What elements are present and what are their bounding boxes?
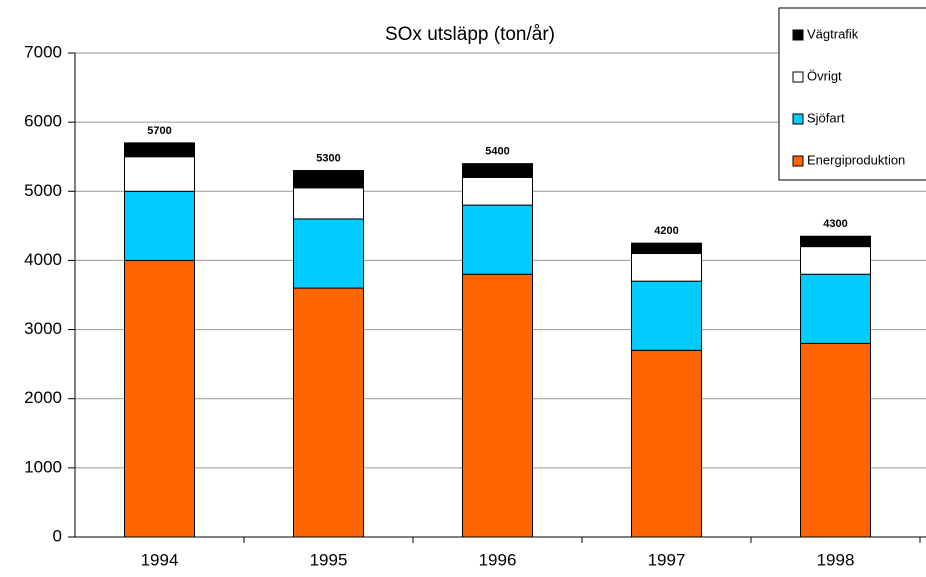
x-tick-label: 1997: [648, 550, 686, 569]
x-tick-label: 1998: [817, 550, 855, 569]
x-tick-label: 1996: [479, 550, 517, 569]
bar-segment: [462, 204, 533, 275]
bar-segment: [631, 253, 702, 282]
y-tick-label: 5000: [24, 181, 62, 200]
y-tick-label: 6000: [24, 112, 62, 131]
legend-label: Energiproduktion: [807, 152, 905, 167]
x-tick-label: 1995: [310, 550, 348, 569]
bar-segment: [124, 190, 195, 261]
y-tick-label: 1000: [24, 457, 62, 476]
bar-segment: [293, 187, 364, 220]
bar-segment: [293, 218, 364, 289]
x-tick-label: 1994: [141, 550, 179, 569]
bar-segment: [124, 156, 195, 192]
total-label: 5300: [316, 152, 340, 164]
legend-swatch: [792, 113, 804, 125]
bar-segment: [800, 342, 871, 538]
bar-segment: [800, 235, 871, 248]
bar-segment: [631, 349, 702, 538]
bar-segment: [462, 273, 533, 538]
bar-segment: [293, 170, 364, 189]
total-label: 5400: [485, 146, 509, 158]
bar-segment: [124, 142, 195, 158]
y-tick-label: 4000: [24, 250, 62, 269]
legend-label: Vägtrafik: [807, 26, 859, 41]
legend-swatch: [792, 155, 804, 167]
y-tick-label: 3000: [24, 319, 62, 338]
total-label: 5700: [147, 125, 171, 137]
bar-segment: [800, 273, 871, 344]
legend-swatch: [792, 71, 804, 83]
y-tick-label: 7000: [24, 42, 62, 61]
bar-segment: [293, 287, 364, 538]
bar-segment: [462, 163, 533, 178]
legend-label: Övrigt: [807, 68, 842, 83]
bar-segment: [462, 176, 533, 206]
total-label: 4200: [654, 225, 678, 237]
y-tick-label: 2000: [24, 388, 62, 407]
bar-segment: [631, 280, 702, 351]
total-label: 4300: [823, 218, 847, 230]
bar-segment: [800, 246, 871, 275]
y-tick-label: 0: [53, 526, 62, 545]
chart-title: SOx utsläpp (ton/år): [385, 24, 555, 45]
bar-segment: [631, 242, 702, 255]
legend-label: Sjöfart: [807, 110, 845, 125]
bar-segment: [124, 259, 195, 538]
legend-swatch: [792, 29, 804, 41]
